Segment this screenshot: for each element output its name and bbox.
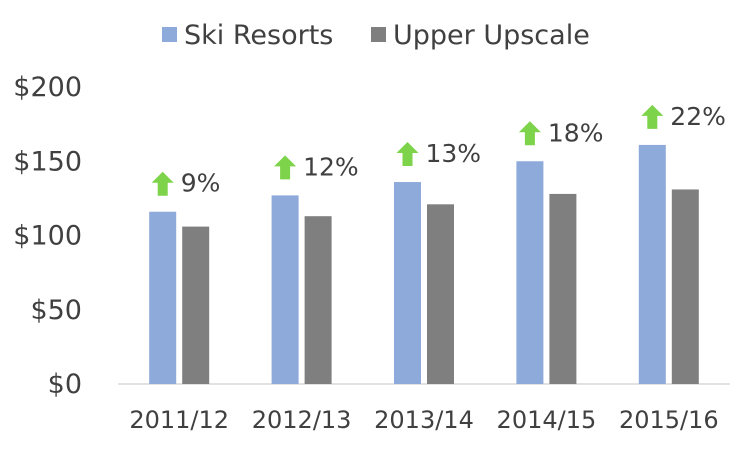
up-arrow-icon: [274, 155, 297, 180]
x-tick-label: 2014/15: [497, 406, 597, 434]
y-axis: $0 $50 $100 $150 $200: [13, 72, 82, 400]
x-tick-label: 2011/12: [129, 406, 229, 434]
category-labels: 2011/12 2012/13 2013/14 2014/15 2015/16: [129, 406, 718, 434]
x-tick-label: 2015/16: [619, 406, 719, 434]
legend-swatch-upper-upscale: [371, 27, 386, 42]
bar-upper-upscale: [182, 226, 210, 384]
bar-ski-resorts: [149, 211, 177, 384]
growth-label: 12%: [303, 152, 359, 181]
up-arrow-icon: [396, 142, 419, 167]
bar-ski-resorts: [271, 195, 299, 384]
legend-label-upper-upscale: Upper Upscale: [393, 20, 590, 51]
y-tick-label: $0: [48, 369, 82, 400]
up-arrow-icon: [518, 121, 541, 146]
growth-label: 13%: [426, 139, 482, 168]
bar-upper-upscale: [427, 204, 454, 384]
legend: Ski Resorts Upper Upscale: [162, 20, 590, 51]
y-tick-label: $150: [13, 146, 82, 177]
x-tick-label: 2012/13: [252, 406, 352, 434]
x-tick-label: 2013/14: [374, 406, 474, 434]
growth-annotations: 9% 12% 13% 18% 22%: [151, 102, 726, 198]
bar-upper-upscale: [304, 216, 332, 384]
bar-ski-resorts: [516, 161, 544, 384]
bar-upper-upscale: [549, 193, 577, 384]
bar-ski-resorts: [638, 144, 666, 384]
up-arrow-icon: [641, 104, 664, 129]
bars: [149, 144, 699, 384]
bar-upper-upscale: [671, 189, 699, 384]
up-arrow-icon: [151, 171, 174, 196]
growth-label: 22%: [670, 102, 726, 131]
y-tick-label: $50: [30, 295, 82, 326]
legend-label-ski-resorts: Ski Resorts: [184, 20, 333, 51]
y-tick-label: $200: [13, 72, 82, 103]
legend-swatch-ski-resorts: [162, 27, 177, 42]
bar-ski-resorts: [394, 182, 421, 384]
y-tick-label: $100: [13, 221, 82, 252]
growth-label: 18%: [548, 118, 604, 147]
growth-label: 9%: [181, 169, 221, 198]
